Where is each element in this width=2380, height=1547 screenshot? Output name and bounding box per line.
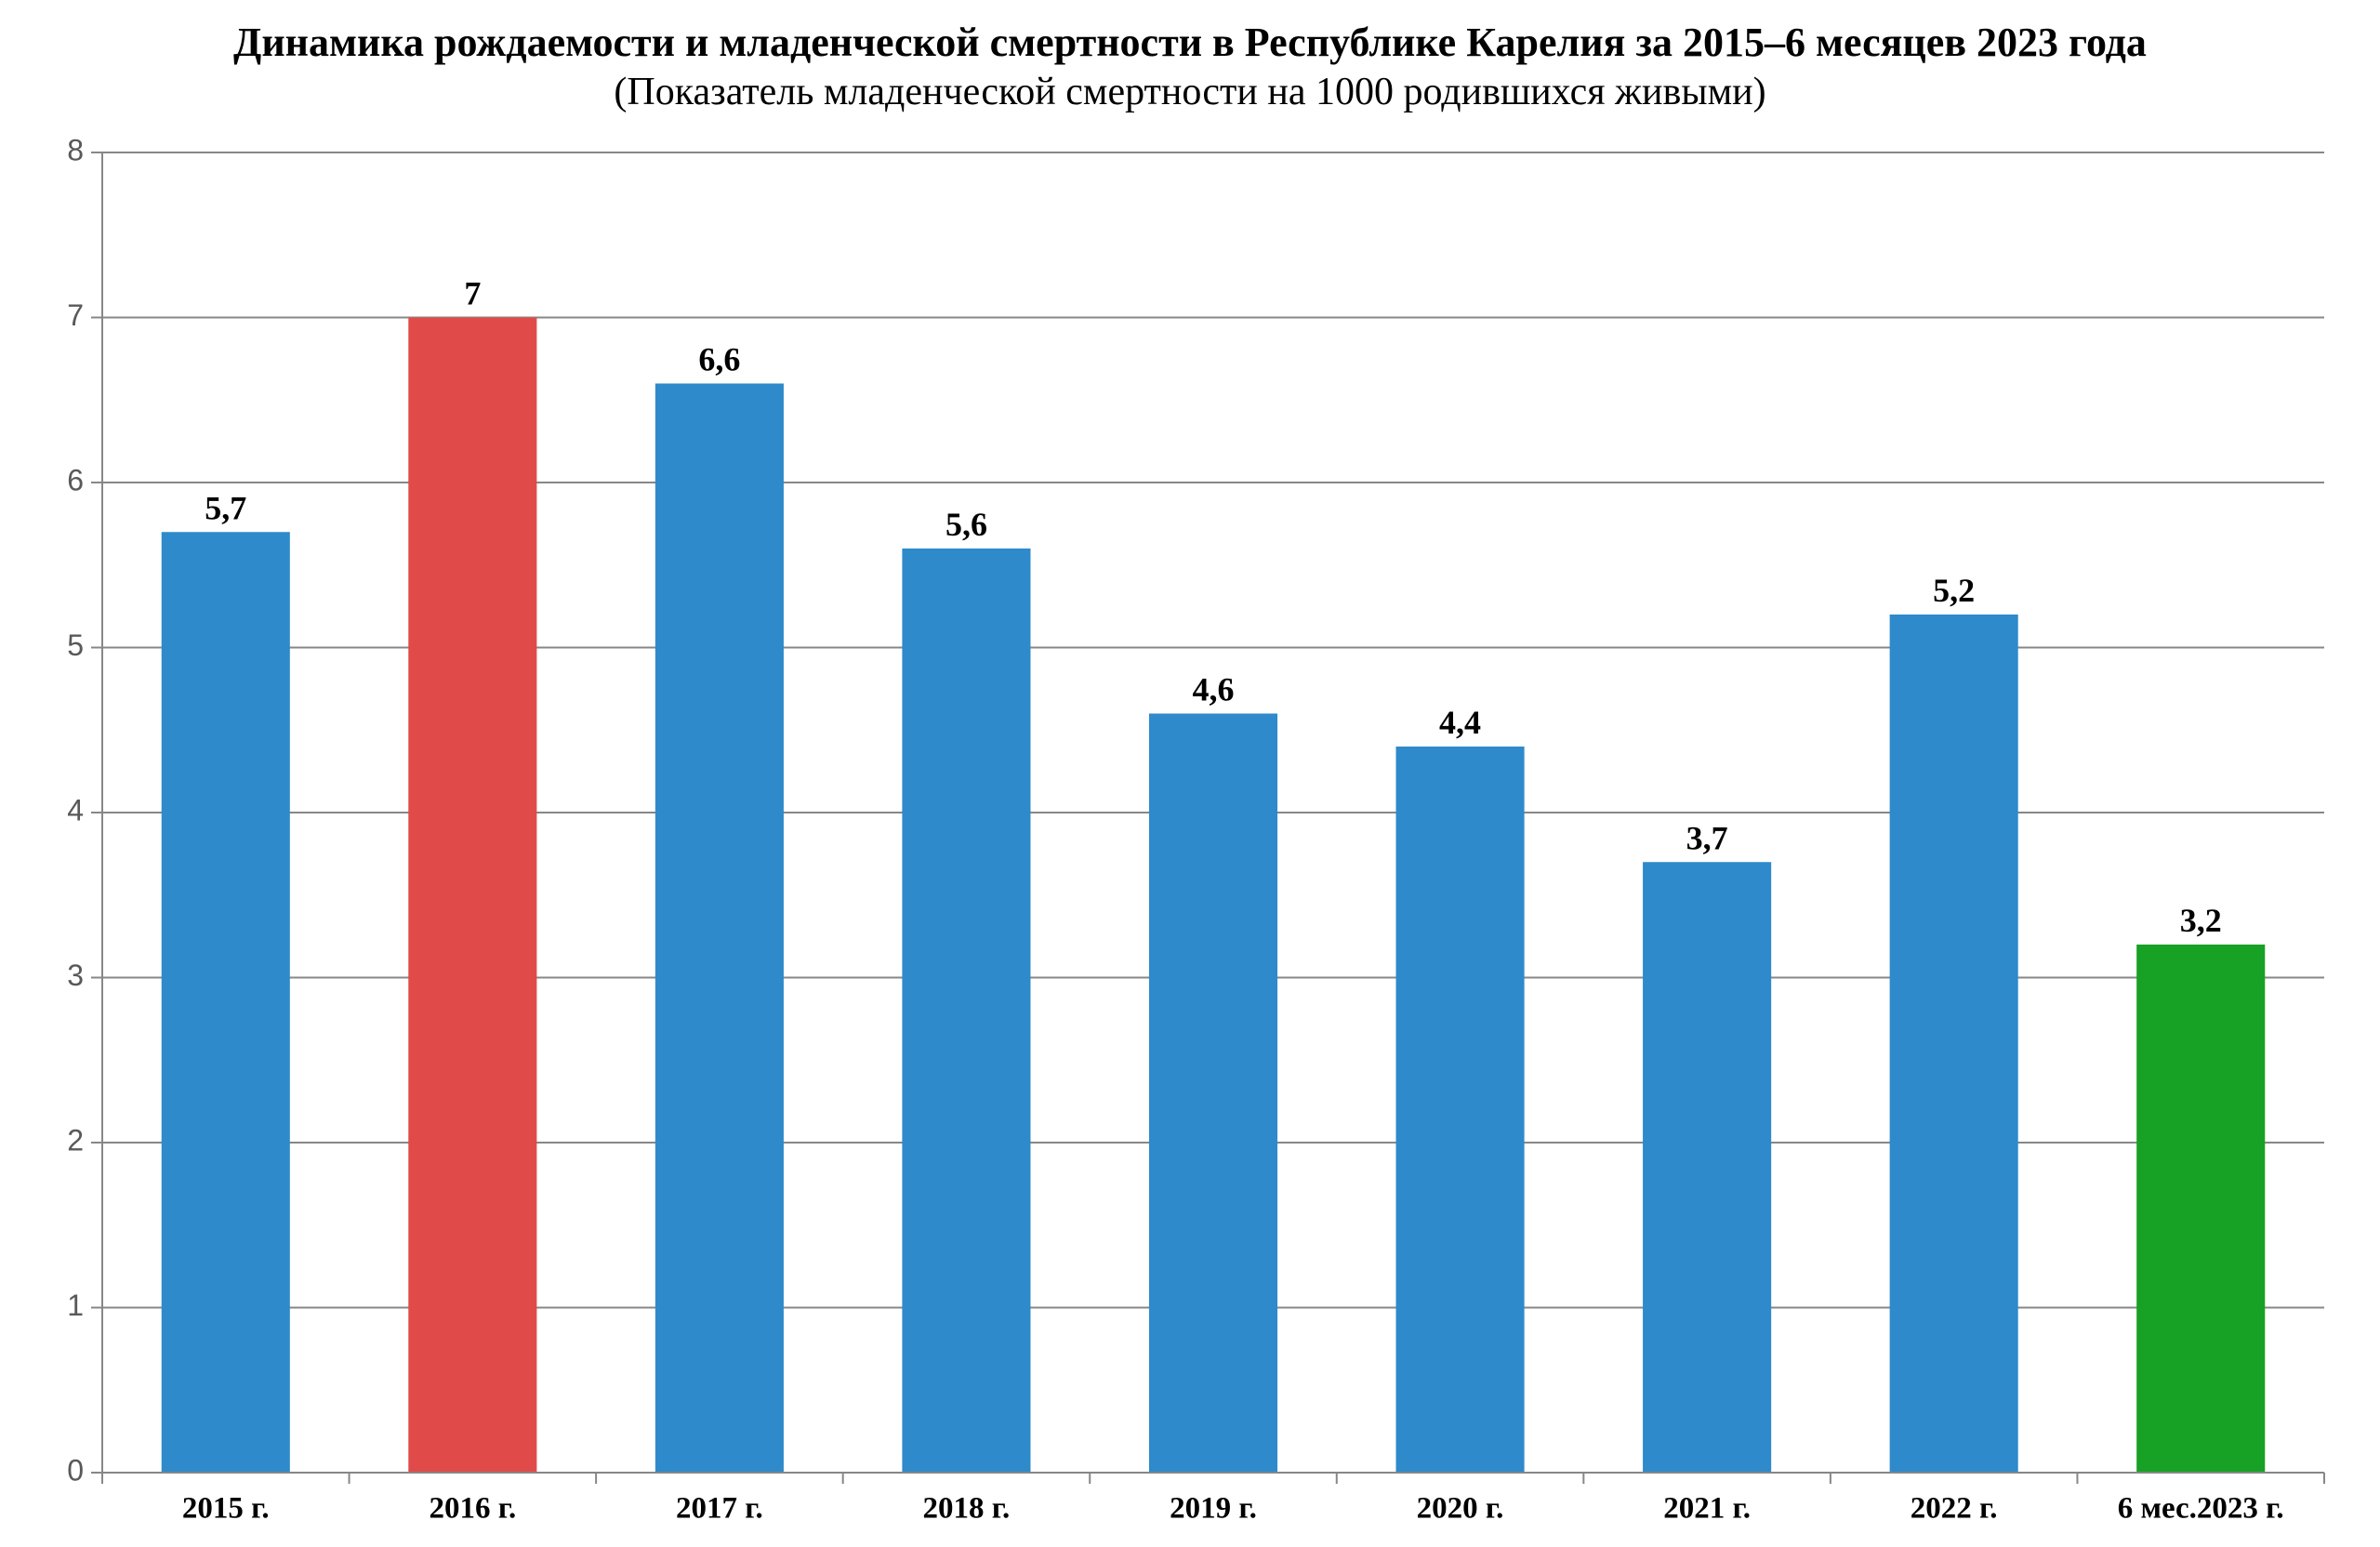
x-axis-tick-label: 2016 г. [429,1491,516,1525]
x-axis-tick-label: 6 мес.2023 г. [2118,1491,2284,1525]
y-axis-tick-label: 5 [67,628,84,661]
chart-title-main: Динамика рождаемости и младенческой смер… [0,17,2380,68]
bar-value-label: 3,7 [1686,819,1728,856]
bar-chart: 0 1 2 3 4 5 6 7 8 5,7 2015 г. 7 2016 г. 6,6 2017 г. 5,6… [37,134,2343,1547]
y-axis-tick-label: 7 [67,298,84,331]
y-axis-tick-label: 1 [67,1288,84,1321]
x-axis-tick-label: 2021 г. [1663,1491,1751,1525]
x-axis-tick-label: 2019 г. [1170,1491,1257,1525]
bar [162,532,290,1473]
bar-value-label: 5,6 [945,506,987,543]
bar [1149,713,1277,1473]
bar [408,317,536,1473]
bar [1396,747,1525,1473]
x-axis-tick-label: 2020 г. [1417,1491,1504,1525]
x-axis-tick-label: 2022 г. [1911,1491,1998,1525]
bar [2136,945,2265,1473]
chart-title-sub: (Показатель младенческой смертности на 1… [0,68,2380,117]
bar-value-label: 4,6 [1193,670,1235,707]
bar-value-label: 5,2 [1933,572,1975,609]
y-axis-tick-label: 6 [67,463,84,496]
bar-value-label: 5,7 [205,489,246,526]
x-axis-tick-label: 2017 г. [676,1491,763,1525]
bar [1643,862,1771,1473]
bar-value-label: 4,4 [1439,704,1481,741]
bar-value-label: 6,6 [698,340,740,377]
bar-value-label: 7 [464,274,481,311]
bar [902,549,1030,1473]
y-axis-tick-label: 3 [67,958,84,991]
x-axis-tick-label: 2018 г. [923,1491,1011,1525]
bar-value-label: 3,2 [2180,902,2222,939]
bar [1890,615,2018,1473]
y-axis-tick-label: 0 [67,1453,84,1487]
y-axis-tick-label: 2 [67,1123,84,1157]
x-axis-tick-label: 2015 г. [182,1491,270,1525]
chart-title-block: Динамика рождаемости и младенческой смер… [0,0,2380,117]
y-axis-tick-label: 8 [67,134,84,166]
bar [655,383,784,1473]
y-axis-tick-label: 4 [67,793,84,826]
chart-container: 0 1 2 3 4 5 6 7 8 5,7 2015 г. 7 2016 г. 6,6 2017 г. 5,6… [37,134,2343,1547]
